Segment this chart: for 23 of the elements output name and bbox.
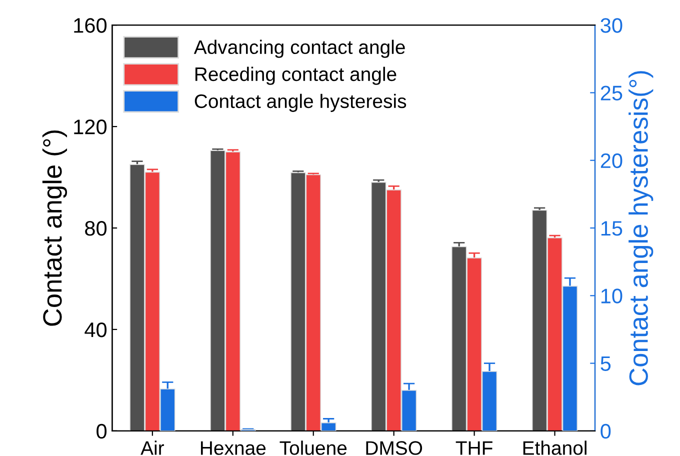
- legend-label: Contact angle hysteresis: [194, 94, 406, 112]
- x-tick-label: Ethanol: [523, 440, 586, 455]
- y2-tick-label: 0: [600, 424, 611, 439]
- y-tick-label: 0: [96, 424, 107, 439]
- legend-label: Receding contact angle: [195, 66, 396, 85]
- y2-tick-label: 20: [600, 153, 622, 168]
- x-tick-label: Air: [140, 440, 164, 455]
- x-tick-label: DMSO: [366, 441, 422, 455]
- y-tick-label: 120: [74, 120, 107, 134]
- x-tick-label: THF: [456, 441, 492, 455]
- y2-tick-label: 10: [601, 288, 622, 304]
- y2-tick-label: 15: [601, 221, 622, 236]
- y2-tick-label: 5: [600, 356, 611, 372]
- y-tick-label: 160: [74, 18, 107, 33]
- y2-tick-label: 30: [600, 18, 622, 33]
- y-axis-title: Contact angle (°): [42, 130, 68, 326]
- x-tick-label: Toluene: [280, 440, 347, 455]
- y-tick-label: 40: [84, 322, 107, 338]
- y-tick-label: 80: [85, 221, 107, 236]
- legend-label: Advancing contact angle: [194, 40, 405, 58]
- x-tick-label: Hexnae: [200, 441, 266, 455]
- y2-axis-title: Contact angle hysteresis(°): [628, 71, 654, 386]
- y2-tick-label: 25: [600, 86, 622, 100]
